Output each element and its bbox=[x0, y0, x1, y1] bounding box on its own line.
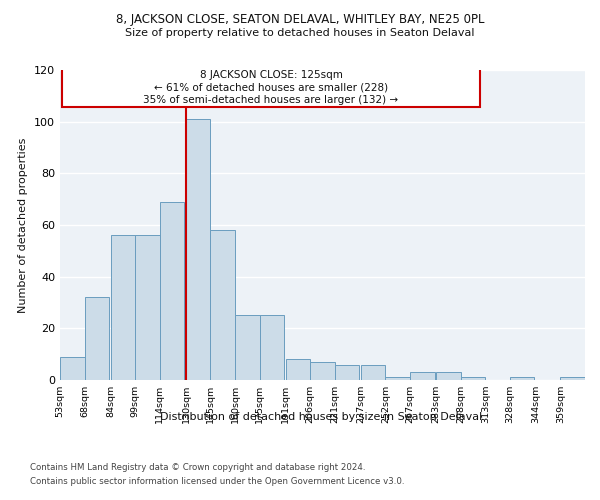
Bar bbox=[160, 202, 184, 380]
Bar bbox=[560, 378, 585, 380]
Text: 8, JACKSON CLOSE, SEATON DELAVAL, WHITLEY BAY, NE25 0PL: 8, JACKSON CLOSE, SEATON DELAVAL, WHITLE… bbox=[116, 12, 484, 26]
Text: 35% of semi-detached houses are larger (132) →: 35% of semi-detached houses are larger (… bbox=[143, 95, 398, 105]
Bar bbox=[186, 119, 211, 380]
Bar bbox=[235, 316, 260, 380]
Bar bbox=[510, 378, 534, 380]
Bar bbox=[385, 378, 410, 380]
Bar bbox=[335, 364, 359, 380]
Bar bbox=[436, 372, 461, 380]
Y-axis label: Number of detached properties: Number of detached properties bbox=[19, 138, 28, 312]
FancyBboxPatch shape bbox=[62, 68, 481, 108]
Bar bbox=[135, 236, 160, 380]
Bar bbox=[286, 360, 310, 380]
Text: Distribution of detached houses by size in Seaton Delaval: Distribution of detached houses by size … bbox=[160, 412, 482, 422]
Bar bbox=[310, 362, 335, 380]
Text: Contains public sector information licensed under the Open Government Licence v3: Contains public sector information licen… bbox=[30, 477, 404, 486]
Bar bbox=[461, 378, 485, 380]
Bar bbox=[410, 372, 434, 380]
Text: Contains HM Land Registry data © Crown copyright and database right 2024.: Contains HM Land Registry data © Crown c… bbox=[30, 464, 365, 472]
Text: 8 JACKSON CLOSE: 125sqm: 8 JACKSON CLOSE: 125sqm bbox=[200, 70, 343, 80]
Bar bbox=[260, 316, 284, 380]
Bar bbox=[60, 357, 85, 380]
Bar bbox=[85, 298, 109, 380]
Bar bbox=[361, 364, 385, 380]
Text: Size of property relative to detached houses in Seaton Delaval: Size of property relative to detached ho… bbox=[125, 28, 475, 38]
Bar bbox=[111, 236, 135, 380]
Text: ← 61% of detached houses are smaller (228): ← 61% of detached houses are smaller (22… bbox=[154, 82, 388, 92]
Bar bbox=[211, 230, 235, 380]
